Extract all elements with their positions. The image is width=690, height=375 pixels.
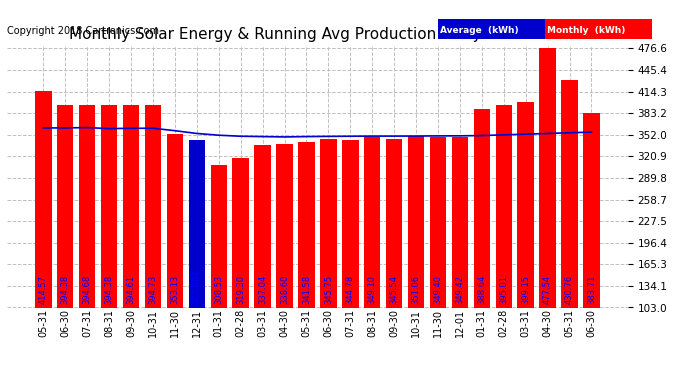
Text: 341.58: 341.58	[302, 275, 311, 304]
Bar	[430, 136, 446, 375]
Bar	[518, 102, 534, 375]
Text: 383.71: 383.71	[587, 274, 596, 304]
Text: 394.38: 394.38	[61, 275, 70, 304]
Text: 344.78: 344.78	[346, 275, 355, 304]
Text: Monthly  (kWh): Monthly (kWh)	[547, 26, 626, 35]
Text: 430.76: 430.76	[565, 275, 574, 304]
Bar	[298, 142, 315, 375]
Bar	[188, 141, 205, 375]
Text: 345.54: 345.54	[390, 275, 399, 304]
Bar	[57, 105, 74, 375]
Bar	[35, 92, 52, 375]
Text: 394.68: 394.68	[83, 275, 92, 304]
Bar	[364, 137, 380, 375]
Bar	[233, 158, 249, 375]
Bar	[320, 139, 337, 375]
Text: 394.73: 394.73	[148, 275, 157, 304]
Text: 353.13: 353.13	[170, 275, 179, 304]
Bar	[342, 140, 359, 375]
Text: 394.38: 394.38	[105, 275, 114, 304]
Bar	[79, 105, 95, 375]
Text: 337.04: 337.04	[258, 275, 267, 304]
Text: Average  (kWh): Average (kWh)	[440, 26, 519, 35]
Bar	[561, 80, 578, 375]
Text: 349.10: 349.10	[368, 275, 377, 304]
Bar	[276, 144, 293, 375]
Text: 477.54: 477.54	[543, 275, 552, 304]
Text: 338.60: 338.60	[280, 274, 289, 304]
Text: 351.06: 351.06	[411, 275, 421, 304]
Bar	[583, 113, 600, 375]
Text: 345.75: 345.75	[324, 275, 333, 304]
Text: 343.884: 343.884	[193, 269, 201, 304]
Bar	[452, 136, 468, 375]
Text: 399.15: 399.15	[521, 275, 530, 304]
Text: 349.40: 349.40	[433, 275, 442, 304]
Bar	[473, 110, 490, 375]
Bar	[145, 105, 161, 375]
Bar	[167, 134, 183, 375]
Text: 388.64: 388.64	[477, 274, 486, 304]
Text: 395.01: 395.01	[500, 275, 509, 304]
Text: Copyright 2018 Cartronics.com: Copyright 2018 Cartronics.com	[7, 26, 159, 36]
Bar	[255, 145, 270, 375]
Text: 414.57: 414.57	[39, 275, 48, 304]
Bar	[210, 165, 227, 375]
Text: 308.53: 308.53	[214, 275, 224, 304]
Text: 394.61: 394.61	[126, 275, 135, 304]
Bar	[540, 48, 556, 375]
Bar	[123, 105, 139, 375]
Title: Monthly Solar Energy & Running Avg Production Thu Jul 26 20:09: Monthly Solar Energy & Running Avg Produ…	[69, 27, 566, 42]
Bar	[408, 135, 424, 375]
Text: 349.42: 349.42	[455, 275, 464, 304]
Bar	[386, 140, 402, 375]
Bar	[101, 105, 117, 375]
Text: 319.30: 319.30	[236, 275, 245, 304]
Bar	[495, 105, 512, 375]
